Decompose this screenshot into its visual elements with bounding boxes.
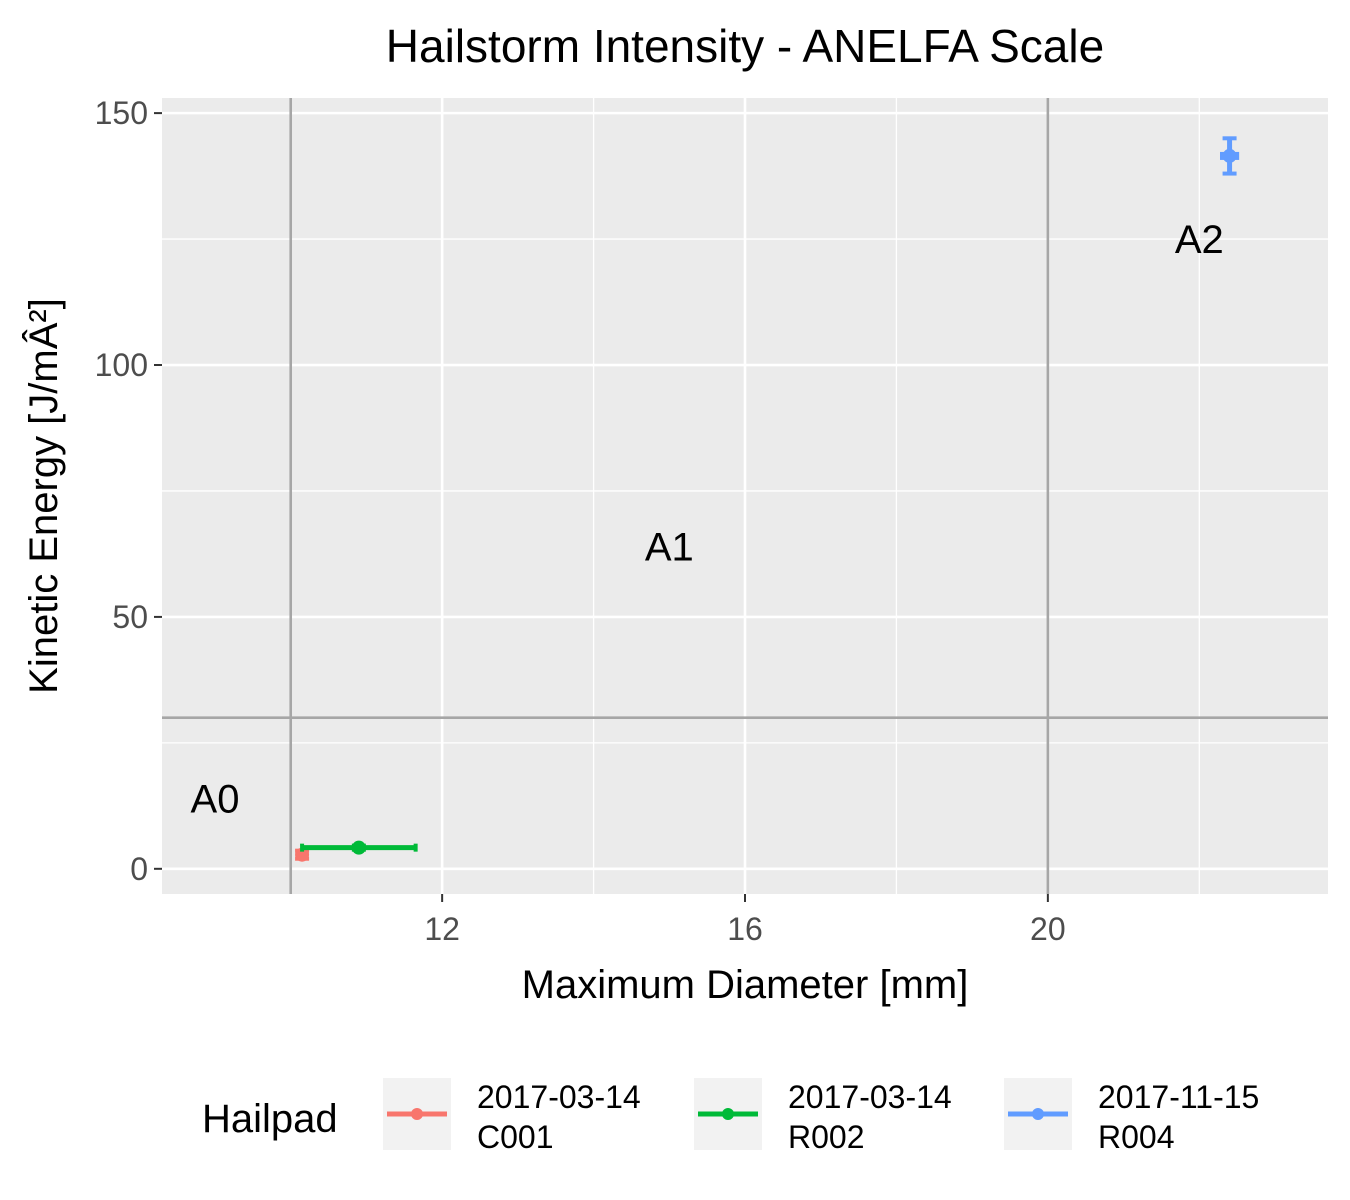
data-point-2: [1222, 148, 1237, 163]
x-tick-label: 16: [727, 911, 763, 947]
legend-title: Hailpad: [202, 1097, 338, 1141]
legend-label-1: 2017-03-14 R002: [788, 1079, 952, 1155]
y-tick-label: 100: [95, 347, 148, 383]
y-axis: 0 50 100 150: [95, 95, 162, 887]
legend-label-line: R002: [788, 1119, 865, 1155]
x-axis-title: Maximum Diameter [mm]: [522, 963, 969, 1007]
legend-label-0: 2017-03-14 C001: [477, 1079, 641, 1155]
chart-title: Hailstorm Intensity - ANELFA Scale: [386, 20, 1104, 72]
zone-label-a0: A0: [191, 777, 240, 821]
legend-label-line: 2017-03-14: [477, 1079, 641, 1115]
x-tick-label: 20: [1030, 911, 1066, 947]
legend-key-point-0: [411, 1108, 423, 1120]
legend-label-line: 2017-03-14: [788, 1079, 952, 1115]
y-axis-title: Kinetic Energy [J/mÂ²]: [21, 298, 66, 694]
data-point-1: [351, 840, 366, 855]
threshold-lines: [162, 98, 1328, 894]
y-tick-label: 0: [130, 851, 148, 887]
y-tick-label: 150: [95, 95, 148, 131]
data-marks: [295, 136, 1240, 862]
legend-label-line: C001: [477, 1119, 554, 1155]
x-tick-label: 12: [424, 911, 460, 947]
zone-labels: A0 A1 A2: [191, 218, 1224, 821]
legend-label-2: 2017-11-15 R004: [1098, 1079, 1259, 1155]
y-tick-label: 50: [112, 599, 148, 635]
data-point-0: [295, 847, 310, 862]
x-axis: 12 16 20: [424, 894, 1066, 947]
legend-label-line: 2017-11-15: [1098, 1079, 1259, 1115]
zone-label-a1: A1: [645, 525, 694, 569]
zone-label-a2: A2: [1175, 218, 1224, 262]
legend-label-line: R004: [1098, 1119, 1175, 1155]
legend-key-point-2: [1032, 1108, 1044, 1120]
legend-key-point-1: [722, 1108, 734, 1120]
